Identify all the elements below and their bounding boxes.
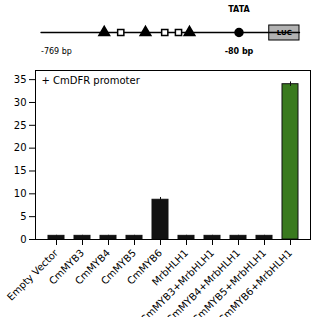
svg-text:MrbHLH1: MrbHLH1 [149,247,191,288]
svg-text:CmMYB4: CmMYB4 [72,247,113,287]
svg-text:+ CmDFR promoter: + CmDFR promoter [42,75,141,86]
svg-text:Empty Vector: Empty Vector [4,247,61,303]
svg-text:-769 bp: -769 bp [41,47,72,56]
svg-text:10: 10 [14,188,27,199]
svg-text:TATA: TATA [228,5,250,14]
svg-text:25: 25 [14,120,27,131]
svg-text:CmMYB5: CmMYB5 [98,247,139,287]
svg-text:20: 20 [14,142,27,153]
svg-text:15: 15 [14,165,27,176]
svg-text:CmMYB6+MrbHLH1: CmMYB6+MrbHLH1 [216,247,294,317]
svg-text:35: 35 [14,74,27,85]
svg-text:LUC: LUC [277,29,292,37]
svg-text:30: 30 [14,97,27,108]
svg-text:CmMYB3: CmMYB3 [46,247,87,287]
svg-text:-80 bp: -80 bp [225,47,254,56]
svg-text:CmMYB6: CmMYB6 [124,247,165,287]
svg-text:5: 5 [20,211,26,222]
svg-text:0: 0 [20,234,26,245]
